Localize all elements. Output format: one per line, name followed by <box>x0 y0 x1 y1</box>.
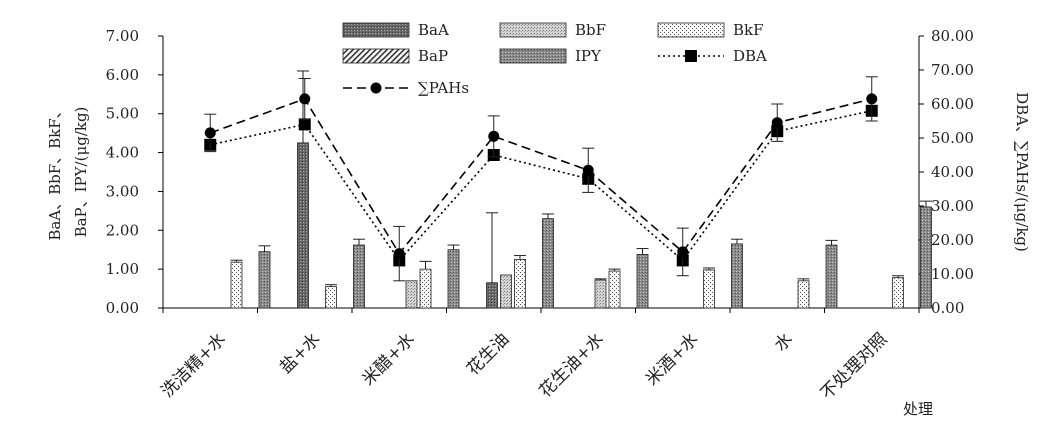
bar-ipy <box>825 244 838 309</box>
category-label: 花生油 <box>463 329 513 379</box>
bar-ipy <box>636 253 649 309</box>
legend-swatch <box>499 22 567 38</box>
point-pahs <box>677 246 689 258</box>
bar-bkf <box>325 286 337 309</box>
bar-bkf <box>419 268 432 309</box>
left-tick-label: 0.00 <box>106 299 139 317</box>
left-tick-label: 1.00 <box>106 260 139 278</box>
legend-swatch <box>657 22 725 38</box>
legend-marker <box>370 82 382 94</box>
bar-bkf <box>703 269 715 309</box>
right-tick-label: 40.00 <box>931 163 974 181</box>
category-label: 不处理对照 <box>817 329 891 403</box>
bar-bkf <box>892 277 904 309</box>
axes-group <box>158 35 924 313</box>
bar-bkf <box>230 261 243 309</box>
bar-ipy <box>731 243 743 309</box>
bar-ipy <box>920 206 932 309</box>
point-pahs <box>488 130 500 142</box>
right-tick-label: 10.00 <box>931 265 974 283</box>
point-pahs <box>771 117 783 129</box>
category-label: 洗洁精+水 <box>157 329 229 401</box>
category-label: 盐+水 <box>276 329 324 377</box>
legend-label: ∑PAHs <box>418 79 469 97</box>
bar-bkf <box>514 259 526 309</box>
bar-bkf <box>608 270 621 309</box>
legend-swatch <box>499 48 567 64</box>
left-axis-title-line: BaP、IPY/(μg/kg) <box>72 107 90 238</box>
point-pahs <box>866 93 878 105</box>
legend-swatch <box>342 48 410 64</box>
legend-item: IPY <box>499 47 602 65</box>
legend-label: BkF <box>733 21 764 39</box>
legend-item: BaP <box>342 47 448 65</box>
labels-group: 0.00 1.00 2.00 3.00 4.00 5.00 6.00 7.00 0.00 10.0… <box>46 27 1031 418</box>
right-tick-label: 30.00 <box>931 197 974 215</box>
legend-item: ∑PAHs <box>343 79 469 97</box>
right-tick-label: 50.00 <box>931 129 974 147</box>
legend-item: BkF <box>657 21 764 39</box>
category-label: 米醋+水 <box>359 329 419 389</box>
x-axis-title: 处理 <box>903 400 933 418</box>
legend-item: BbF <box>499 21 606 39</box>
bar-ipy <box>258 251 271 309</box>
left-axis-title-line: BaA、BbF、BkF、 <box>46 103 64 240</box>
bar-bbf <box>500 274 512 309</box>
bar-ipy <box>353 244 365 309</box>
line-pahs <box>209 97 872 255</box>
legend-item: BaA <box>342 21 449 39</box>
right-tick-label: 0.00 <box>931 299 964 317</box>
left-tick-label: 4.00 <box>106 144 139 162</box>
right-tick-label: 20.00 <box>931 231 974 249</box>
legend: BaA BbF BkF BaP IPY DBA ∑PAHs <box>342 21 767 97</box>
right-tick-label: 60.00 <box>931 95 974 113</box>
legend-label: IPY <box>575 47 602 65</box>
left-tick-label: 3.00 <box>106 182 139 200</box>
bar-bbf <box>405 280 418 309</box>
bar-ipy <box>542 218 554 309</box>
left-tick-label: 6.00 <box>106 66 139 84</box>
left-tick-label: 2.00 <box>106 221 139 239</box>
category-label: 花生油+水 <box>535 329 607 401</box>
right-axis-title: DBA、∑PAHs/(μg/kg) <box>1013 92 1031 252</box>
point-dba <box>298 118 311 131</box>
category-label: 水 <box>771 329 797 355</box>
bars-group <box>230 70 932 309</box>
bar-bbf <box>594 279 607 309</box>
legend-label: BbF <box>575 21 606 39</box>
legend-marker <box>685 50 697 62</box>
legend-label: BaA <box>418 21 449 39</box>
left-tick-label: 5.00 <box>106 105 139 123</box>
right-tick-label: 80.00 <box>931 27 974 45</box>
legend-item: DBA <box>658 47 767 65</box>
bar-bkf <box>797 280 810 309</box>
bar-baa <box>486 282 498 309</box>
category-label: 米酒+水 <box>642 329 702 389</box>
legend-label: DBA <box>733 47 767 65</box>
bar-baa <box>297 142 309 309</box>
point-pahs <box>204 127 216 139</box>
point-pahs <box>393 248 405 260</box>
left-tick-label: 7.00 <box>106 27 139 45</box>
point-pahs <box>582 164 594 176</box>
right-tick-label: 70.00 <box>931 61 974 79</box>
legend-swatch <box>342 22 410 38</box>
point-pahs <box>299 93 311 105</box>
lines-group <box>204 76 878 282</box>
bar-ipy <box>447 249 460 309</box>
legend-label: BaP <box>418 47 448 65</box>
